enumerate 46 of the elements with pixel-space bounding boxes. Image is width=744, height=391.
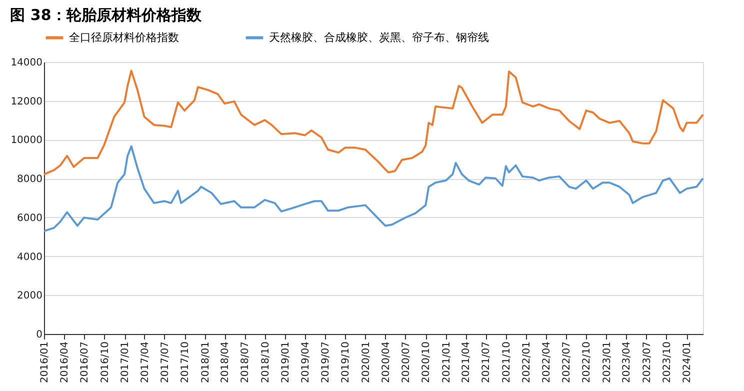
x-tick-label: 2022/01 bbox=[522, 342, 533, 384]
x-tick-label: 2022/10 bbox=[582, 342, 593, 384]
x-tick-label: 2017/04 bbox=[140, 342, 151, 384]
x-tick-label: 2020/01 bbox=[360, 342, 372, 384]
x-tick-label: 2016/04 bbox=[60, 342, 71, 384]
line-series bbox=[43, 70, 704, 176]
x-tick-label: 2021/10 bbox=[501, 342, 512, 384]
x-tick-label: 2016/07 bbox=[80, 342, 91, 384]
x-tick-label: 2022/04 bbox=[541, 342, 552, 384]
x-tick-label: 2020/07 bbox=[400, 342, 412, 384]
x-tick-label: 2020/10 bbox=[421, 342, 432, 384]
y-tick-label: 0 bbox=[36, 330, 42, 340]
y-tick-label: 14000 bbox=[10, 58, 42, 68]
x-tick-label: 2019/07 bbox=[320, 342, 332, 384]
x-tick-label: 2023/04 bbox=[622, 342, 633, 384]
y-tick-label: 4000 bbox=[17, 252, 42, 263]
x-tick-label: 2022/07 bbox=[561, 342, 572, 384]
y-tick-label: 2000 bbox=[17, 290, 42, 302]
x-tick-label: 2023/07 bbox=[642, 342, 653, 384]
x-tick-label: 2018/01 bbox=[200, 342, 212, 384]
x-tick-label: 2024/01 bbox=[682, 342, 694, 384]
x-tick-label: 2020/04 bbox=[380, 342, 392, 384]
x-tick-label: 2019/04 bbox=[300, 342, 312, 384]
x-tick-label: 2017/01 bbox=[120, 342, 132, 384]
x-tick-label: 2016/01 bbox=[40, 342, 50, 384]
y-tick-label: 6000 bbox=[17, 212, 42, 224]
x-tick-label: 2019/10 bbox=[340, 342, 352, 384]
y-tick-label: 12000 bbox=[10, 96, 42, 108]
x-tick-label: 2023/01 bbox=[602, 342, 613, 384]
x-tick-label: 2019/01 bbox=[280, 342, 292, 384]
x-tick-label: 2021/07 bbox=[481, 342, 492, 384]
x-tick-label: 2017/10 bbox=[180, 342, 192, 384]
x-tick-label: 2021/01 bbox=[441, 342, 452, 384]
line-series bbox=[43, 145, 704, 232]
x-tick-label: 2021/04 bbox=[461, 342, 472, 384]
x-tick-label: 2017/07 bbox=[160, 342, 171, 384]
x-tick-label: 2018/07 bbox=[240, 342, 252, 384]
x-tick-label: 2016/10 bbox=[100, 342, 111, 384]
chart-title: 图 38：轮胎原材料价格指数 bbox=[10, 6, 202, 24]
x-tick-label: 2018/04 bbox=[220, 342, 232, 384]
legend-label: 天然橡胶、合成橡胶、炭黑、帘子布、钢帘线 bbox=[269, 30, 489, 44]
legend-label: 全口径原材料价格指数 bbox=[69, 30, 179, 44]
y-tick-label: 10000 bbox=[10, 135, 42, 146]
x-tick-label: 2018/10 bbox=[260, 342, 272, 384]
x-tick-label: 2023/10 bbox=[662, 342, 673, 384]
y-tick-label: 8000 bbox=[17, 174, 42, 186]
